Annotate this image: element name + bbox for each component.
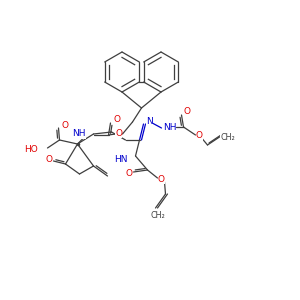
Text: O: O	[113, 116, 120, 124]
Text: O: O	[196, 131, 203, 140]
Text: O: O	[45, 155, 52, 164]
Text: NH: NH	[72, 130, 86, 139]
Text: O: O	[61, 122, 68, 130]
Text: O: O	[184, 107, 191, 116]
Text: O: O	[115, 128, 122, 137]
Text: O: O	[158, 175, 165, 184]
Text: O: O	[125, 169, 132, 178]
Text: CH₂: CH₂	[220, 134, 235, 142]
Text: HO: HO	[24, 145, 38, 154]
Text: NH: NH	[163, 122, 176, 131]
Text: CH₂: CH₂	[150, 212, 165, 220]
Text: N: N	[146, 116, 153, 125]
Text: HN: HN	[114, 154, 128, 164]
